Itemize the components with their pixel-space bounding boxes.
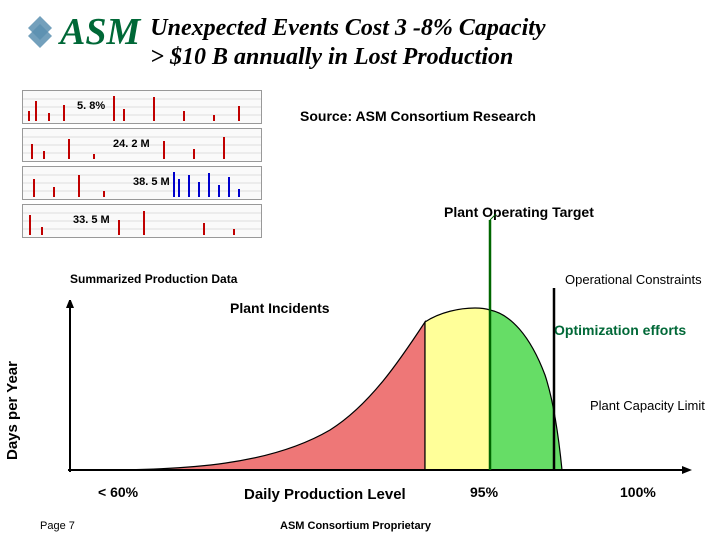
xtick-60: < 60% [98,484,138,500]
logo: ASM [20,10,140,54]
title-line-1: Unexpected Events Cost 3 -8% Capacity [150,14,545,43]
source-label: Source: ASM Consortium Research [300,108,536,124]
diamond-icon [20,12,60,52]
summary-label: Summarized Production Data [70,272,237,286]
thumb-4: 33. 5 M [22,204,262,238]
y-axis-label: Days per Year [4,361,21,460]
thumb-3: 38. 5 M [22,166,262,200]
thumb-label-2: 24. 2 M [113,138,150,150]
proprietary-notice: ASM Consortium Proprietary [280,520,431,532]
thumb-2: 24. 2 M [22,128,262,162]
thumb-1: 5. 8% [22,90,262,124]
page-number: Page 7 [40,520,75,532]
logo-text: ASM [60,10,140,54]
title-line-2: > $10 B annually in Lost Production [150,43,545,72]
title-block: Unexpected Events Cost 3 -8% Capacity > … [150,10,545,72]
thumbnail-stack: 5. 8% 24. 2 M 38. 5 M 33. 5 M [22,90,262,242]
thumb-label-3: 38. 5 M [133,176,170,188]
bell-curve-chart [40,300,700,480]
header: ASM Unexpected Events Cost 3 -8% Capacit… [0,0,720,72]
xtick-100: 100% [620,484,656,500]
operational-constraints-label: Operational Constraints [565,272,702,287]
thumb-label-4: 33. 5 M [73,214,110,226]
plant-operating-target-label: Plant Operating Target [444,204,594,220]
x-axis-label: Daily Production Level [244,486,406,503]
thumb-label-1: 5. 8% [77,100,105,112]
xtick-95: 95% [470,484,498,500]
